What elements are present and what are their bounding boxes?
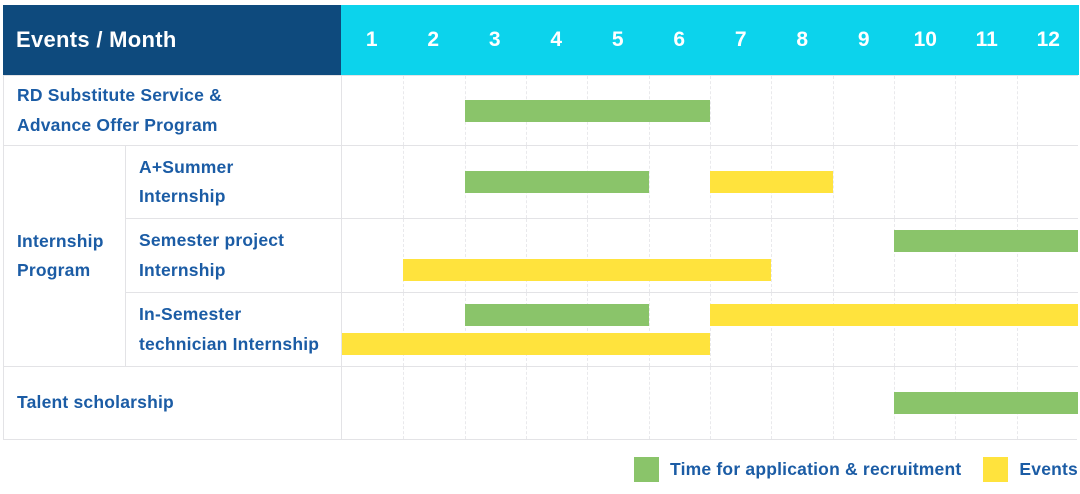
group-label-line: Program [17,260,91,280]
month-gridline [832,146,834,218]
month-gridline [648,219,650,292]
month-gridline [648,293,650,366]
row-label-rd-substitute: RD Substitute Service & Advance Offer Pr… [4,75,341,145]
legend-item-application: Time for application & recruitment [634,456,962,482]
month-gridline [1016,219,1018,292]
row-label-line: Advance Offer Program [17,114,218,135]
month-header-9: 9 [857,28,870,51]
timeline-row-semester-project [341,218,1078,292]
month-gridline [955,219,957,292]
application-swatch [634,456,660,482]
month-gridline [710,367,711,439]
group-label-line: Internship [17,230,104,251]
month-header-2: 2 [427,28,440,51]
legend-label-application: Time for application & recruitment [670,458,962,479]
legend-label-events: Events [1019,458,1078,479]
month-gridline [648,367,650,439]
month-gridline [1016,146,1018,218]
timeline-row-in-semester-technician [341,292,1078,366]
month-header-1: 1 [365,28,378,51]
row-label-line: In-Semester [139,304,242,325]
month-gridline [894,146,895,218]
month-header-5: 5 [611,28,624,51]
month-gridline [464,367,466,439]
month-gridline [832,293,834,366]
month-gridline [587,367,589,439]
month-gridline [832,219,834,292]
month-gridline [710,76,711,145]
month-gridline [832,76,834,145]
application-bar [464,171,649,193]
month-header-3: 3 [488,28,501,51]
month-gridline [955,146,957,218]
application-bar [894,392,1078,414]
month-gridline [955,76,957,145]
month-gridline [587,293,589,366]
row-label-line: technician Internship [139,333,320,354]
timeline-row-talent-scholarship [341,366,1078,439]
month-gridline [955,293,957,366]
month-gridline [403,76,405,145]
month-gridline [403,293,405,366]
row-label-in-semester-technician: In-Semester technician Internship [125,292,341,366]
month-gridline [526,293,527,366]
month-gridline [832,367,834,439]
event-bar [403,259,772,281]
schedule-table: Events / Month 1 2 3 4 5 6 7 8 9 10 11 12 RD Substi… [3,5,1079,440]
event-bar [342,333,710,355]
month-gridline [771,367,773,439]
month-header-7: 7 [734,28,747,51]
month-gridline [894,76,895,145]
header-title-cell: Events / Month [3,5,341,75]
row-label-line: Internship [139,186,226,206]
row-label-line: RD Substitute Service & [17,85,222,106]
legend: Time for application & recruitment Event… [612,455,1078,483]
month-gridline [464,293,466,366]
month-gridline [1016,76,1018,145]
event-bar [710,304,1078,326]
row-label-line: Talent scholarship [17,392,174,413]
group-label-internship-program: Internship Program [4,145,125,366]
month-gridline [526,219,527,292]
application-bar [894,230,1078,252]
legend-item-events: Events [983,456,1078,482]
month-gridline [771,219,773,292]
month-gridline [894,219,895,292]
month-gridline [403,146,405,218]
month-gridline [1016,293,1018,366]
month-gridline [464,219,466,292]
header-title: Events / Month [16,27,177,52]
row-label-talent-scholarship: Talent scholarship [4,366,341,439]
month-header-11: 11 [975,28,998,51]
timeline-row-a-plus-summer [341,145,1078,218]
row-label-semester-project: Semester project Internship [125,218,341,292]
month-gridline [526,367,527,439]
month-header-6: 6 [673,28,686,51]
month-header-8: 8 [796,28,809,51]
month-gridline [403,367,405,439]
events-swatch [983,456,1009,482]
month-gridline [894,293,895,366]
row-label-line: A+Summer [139,156,234,177]
application-bar [464,99,710,122]
row-label-line: Semester project [139,230,285,251]
month-header-row: 1 2 3 4 5 6 7 8 9 10 11 12 [341,5,1079,75]
month-gridline [587,219,589,292]
month-gridline [648,146,650,218]
month-gridline [771,76,773,145]
month-gridline [403,219,405,292]
month-header-12: 12 [1036,28,1060,51]
application-bar [464,304,649,326]
month-gridline [710,293,711,366]
month-header-10: 10 [913,28,937,51]
row-label-line: Internship [139,259,226,280]
event-bar [710,171,833,193]
timeline-row-rd-substitute [341,75,1078,145]
month-header-4: 4 [550,28,563,51]
month-gridline [710,219,711,292]
row-label-a-plus-summer: A+Summer Internship [125,145,341,218]
month-gridline [771,293,773,366]
